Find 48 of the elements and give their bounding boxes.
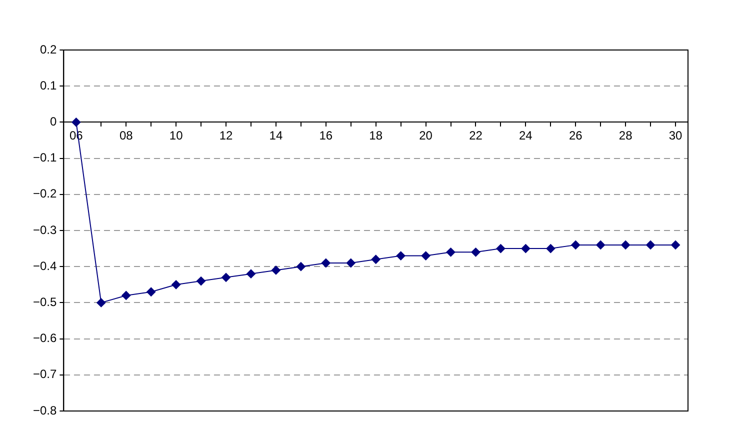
y-tick-label: −0.1 xyxy=(32,150,57,165)
point xyxy=(296,262,306,272)
x-tick-label: 10 xyxy=(169,128,184,143)
point xyxy=(571,240,580,250)
point xyxy=(196,276,206,286)
y-tick-label: −0.4 xyxy=(32,258,57,273)
point xyxy=(371,254,380,264)
y-tick-label: −0.2 xyxy=(32,186,57,201)
y-tick-label: 0.1 xyxy=(40,78,58,92)
point xyxy=(346,258,356,268)
y-tick-label: 0 xyxy=(50,114,57,129)
x-tick-label: 24 xyxy=(519,128,533,143)
y-tick-label: −0.7 xyxy=(32,367,57,382)
y-tick-label: 0.2 xyxy=(40,42,58,56)
point xyxy=(496,244,506,254)
point xyxy=(596,240,606,250)
point xyxy=(122,290,131,300)
x-tick-label: 18 xyxy=(369,128,383,143)
point xyxy=(96,298,106,308)
y-tick-label: −0.6 xyxy=(32,331,57,346)
point xyxy=(72,118,81,127)
x-tick-label: 22 xyxy=(469,128,483,143)
x-tick-label: 28 xyxy=(618,128,633,143)
point xyxy=(671,240,680,250)
point xyxy=(446,248,456,257)
point xyxy=(246,269,256,278)
x-tick-label: 20 xyxy=(419,128,433,143)
point xyxy=(271,266,280,275)
point xyxy=(172,280,181,290)
x-tick-label: 14 xyxy=(269,128,283,143)
x-tick-label: 12 xyxy=(219,128,234,143)
point xyxy=(421,251,430,260)
y-tick-label: −0.8 xyxy=(32,403,57,418)
x-tick-label: 30 xyxy=(668,128,683,143)
point xyxy=(621,240,630,250)
point xyxy=(222,272,231,282)
point xyxy=(646,240,656,250)
point xyxy=(146,287,156,296)
y-tick-label: −0.5 xyxy=(32,295,57,310)
x-tick-label: 16 xyxy=(319,128,333,143)
point xyxy=(396,251,406,260)
point xyxy=(546,244,556,254)
point xyxy=(521,244,530,254)
x-tick-label: 08 xyxy=(119,128,134,143)
y-tick-label: −0.3 xyxy=(32,222,57,237)
x-tick-label: 26 xyxy=(568,128,583,143)
point xyxy=(321,258,330,268)
point xyxy=(471,248,480,257)
